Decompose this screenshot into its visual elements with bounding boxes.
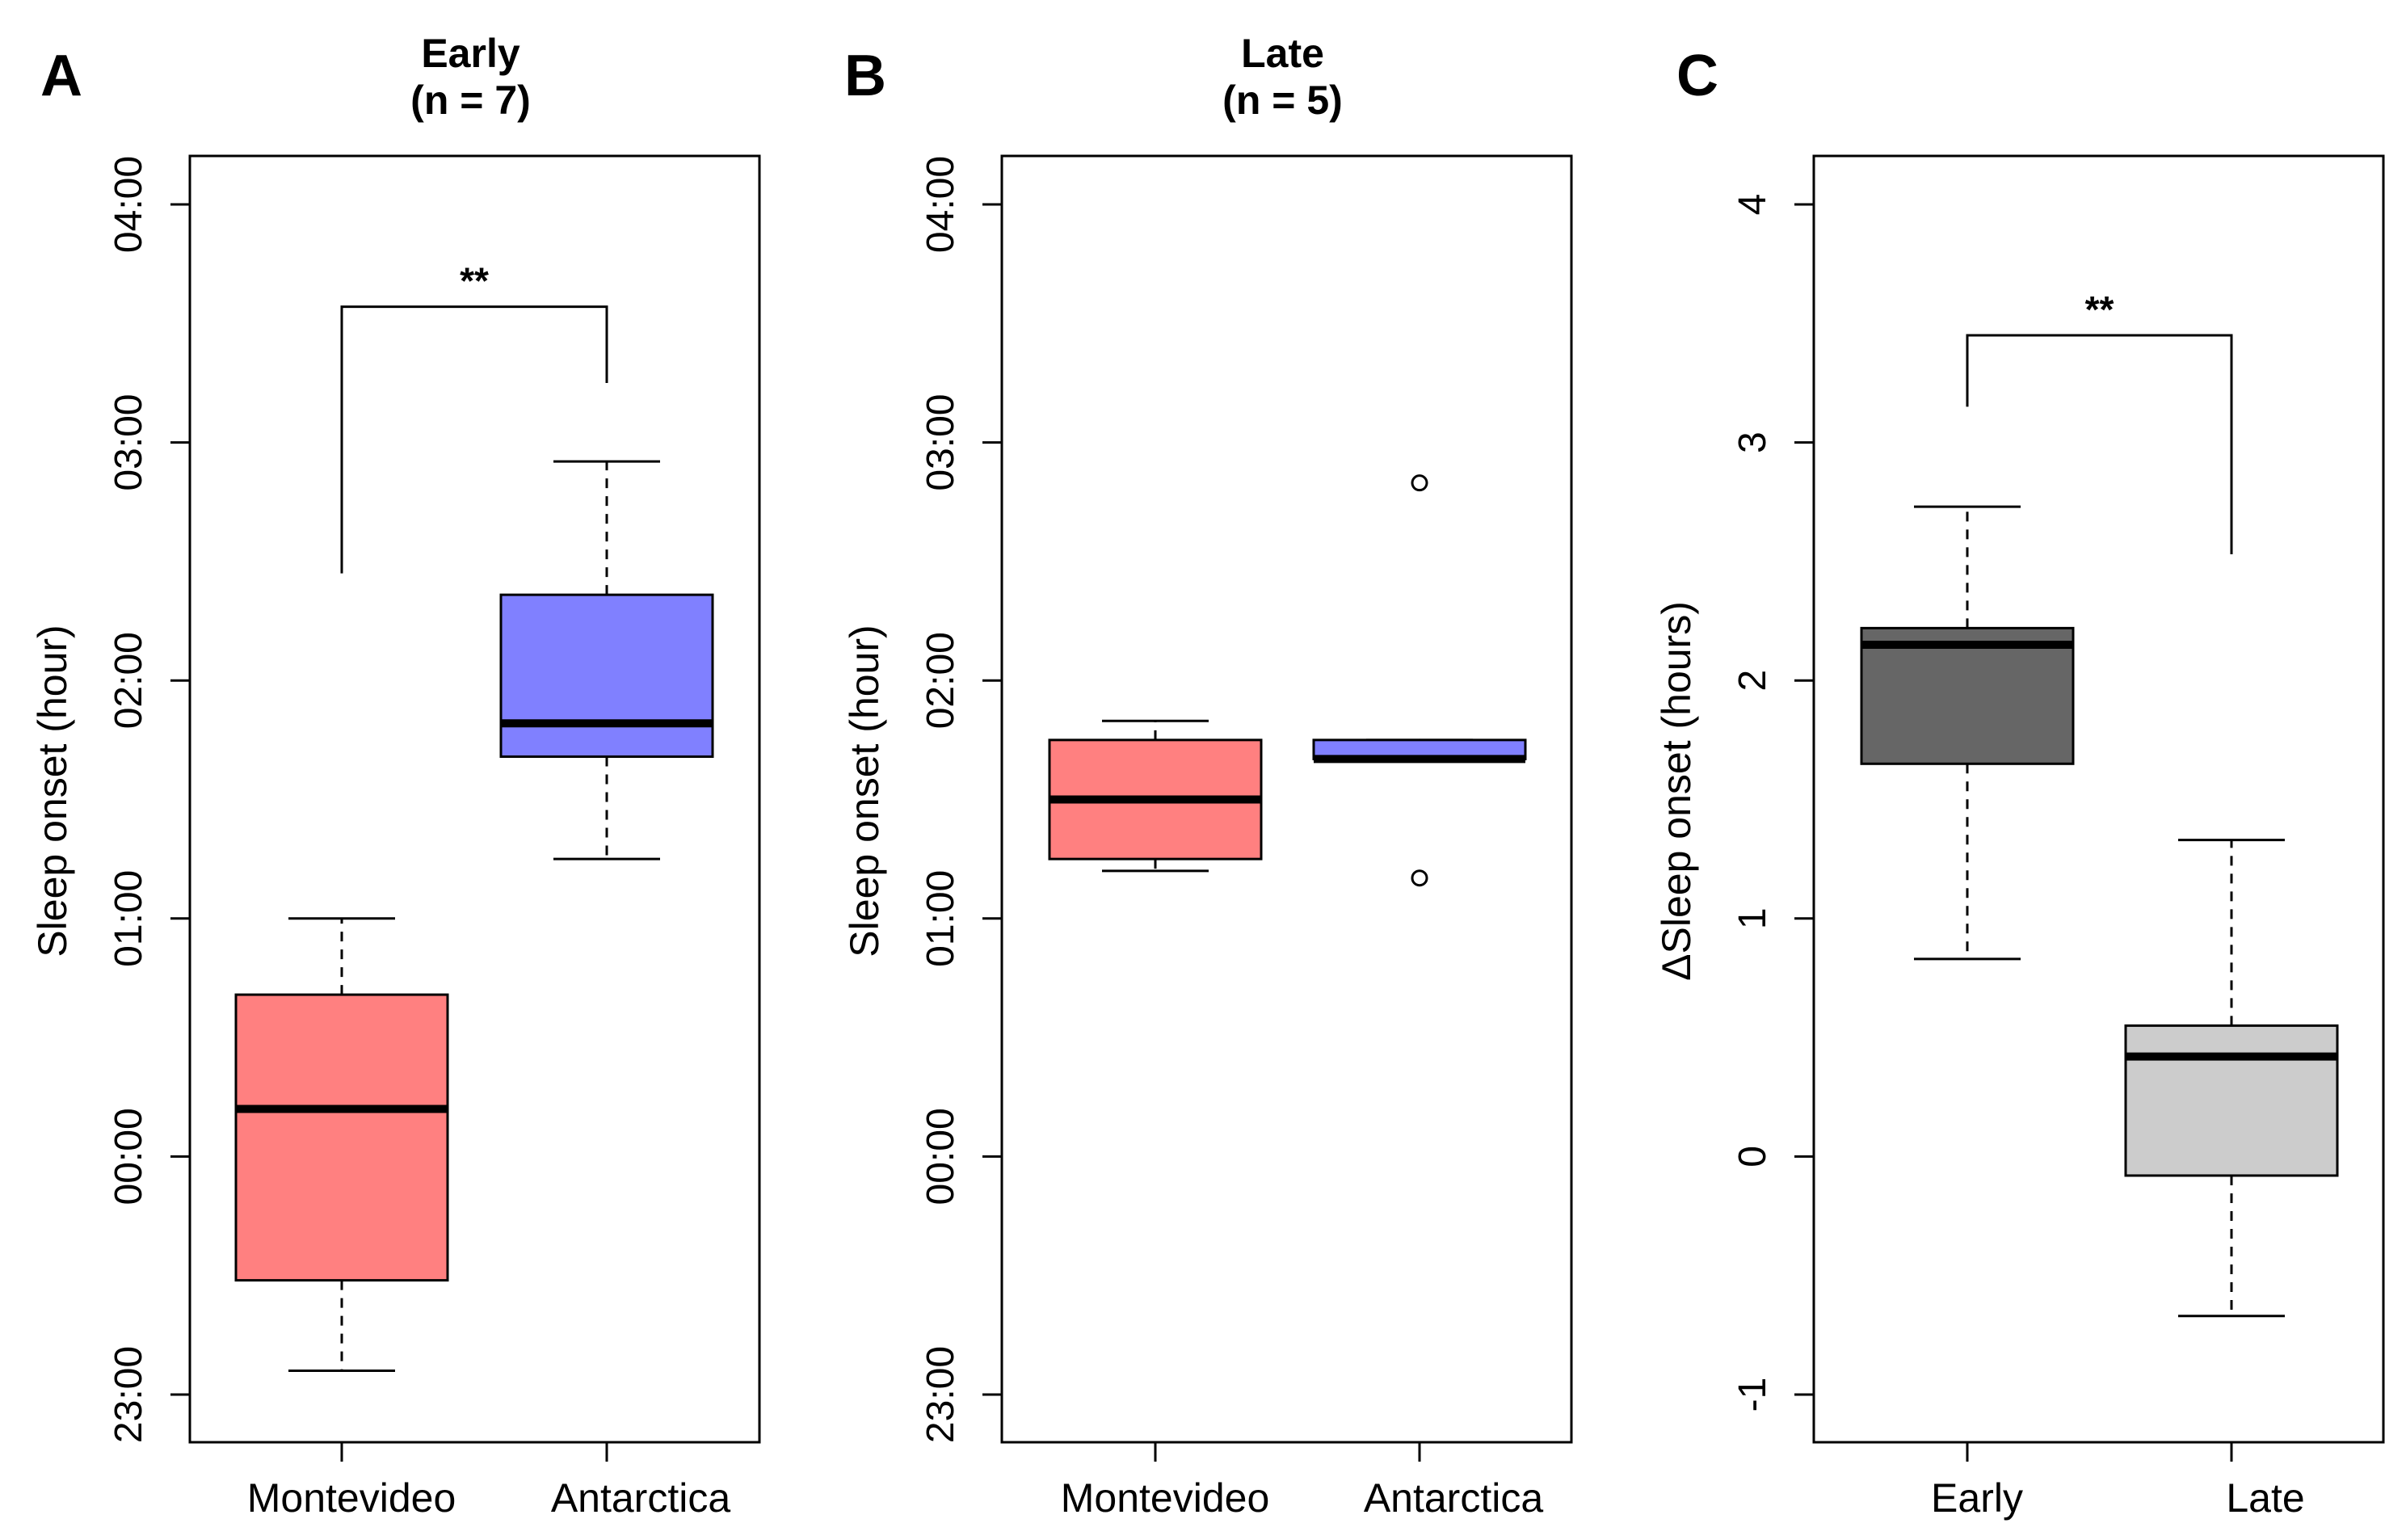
panel-subtitle: (n = 7) (410, 78, 531, 123)
box-antarctica (499, 460, 714, 860)
panel-title: Late (1241, 31, 1324, 76)
significance-label: ** (2085, 288, 2114, 330)
x-tick-label: Early (1931, 1475, 2023, 1521)
x-tick-label: Late (2226, 1475, 2304, 1521)
y-tick-label: 02:00 (107, 632, 150, 729)
x-tick-label: Antarctica (551, 1475, 731, 1521)
y-tick-label: 00:00 (107, 1108, 150, 1205)
outlier-point (1411, 474, 1428, 492)
box-iqr (499, 593, 714, 758)
panel-subtitle: (n = 5) (1222, 78, 1343, 123)
box-iqr (234, 993, 449, 1282)
x-tick-label: Antarctica (1364, 1475, 1544, 1521)
y-tick-label: 03:00 (919, 394, 962, 491)
y-tick-label: 03:00 (107, 394, 150, 491)
x-tick-label: Montevideo (247, 1475, 456, 1521)
panel-a: A Early(n = 7) 23:00 00:00 01:00 02:00 03:00 04… (30, 31, 761, 1521)
significance-bracket (340, 305, 608, 574)
y-tick-label: 01:00 (107, 870, 150, 967)
y-tick-label: 2 (1731, 670, 1774, 692)
plot-frame (1812, 154, 2385, 1444)
panel-letter: B (844, 44, 886, 108)
y-tick-label: 4 (1731, 194, 1774, 216)
y-tick-label: 23:00 (107, 1346, 150, 1443)
significance-bracket (1966, 334, 2233, 555)
y-tick-label: 0 (1731, 1146, 1774, 1168)
box-iqr (2124, 1024, 2339, 1177)
outlier-point (1411, 869, 1428, 887)
y-tick-label: 3 (1731, 431, 1774, 453)
box-montevideo (1048, 719, 1263, 873)
y-tick-label: 04:00 (919, 156, 962, 253)
y-axis-label: ΔSleep onset (hours) (1654, 601, 1699, 981)
significance-label: ** (460, 260, 489, 302)
y-tick-label: 00:00 (919, 1108, 962, 1205)
panel-title: Early (421, 31, 520, 76)
panel-letter: A (40, 44, 82, 108)
y-axis-label: Sleep onset (hour) (842, 625, 887, 957)
panel-letter: C (1676, 44, 1718, 108)
x-tick-label: Montevideo (1061, 1475, 1270, 1521)
box-iqr (1860, 626, 2075, 765)
panel-c: C -1 0 1 2 3 4 ΔSleep onset (hours) Early Late ** (1654, 44, 2385, 1521)
y-tick-label: 23:00 (919, 1346, 962, 1443)
y-tick-label: -1 (1731, 1378, 1774, 1412)
y-tick-label: 01:00 (919, 870, 962, 967)
box-late (2124, 839, 2339, 1318)
box-montevideo (234, 917, 449, 1373)
panel-b: B Late(n = 5) 23:00 00:00 01:00 02:00 03:00 04:… (842, 31, 1573, 1521)
y-tick-label: 02:00 (919, 632, 962, 729)
y-tick-label: 04:00 (107, 156, 150, 253)
y-axis-label: Sleep onset (hour) (30, 625, 75, 957)
box-antarctica (1312, 474, 1527, 887)
box-early (1860, 505, 2075, 961)
plot-frame (188, 154, 761, 1444)
plot-frame (1000, 154, 1573, 1444)
y-tick-label: 1 (1731, 907, 1774, 929)
